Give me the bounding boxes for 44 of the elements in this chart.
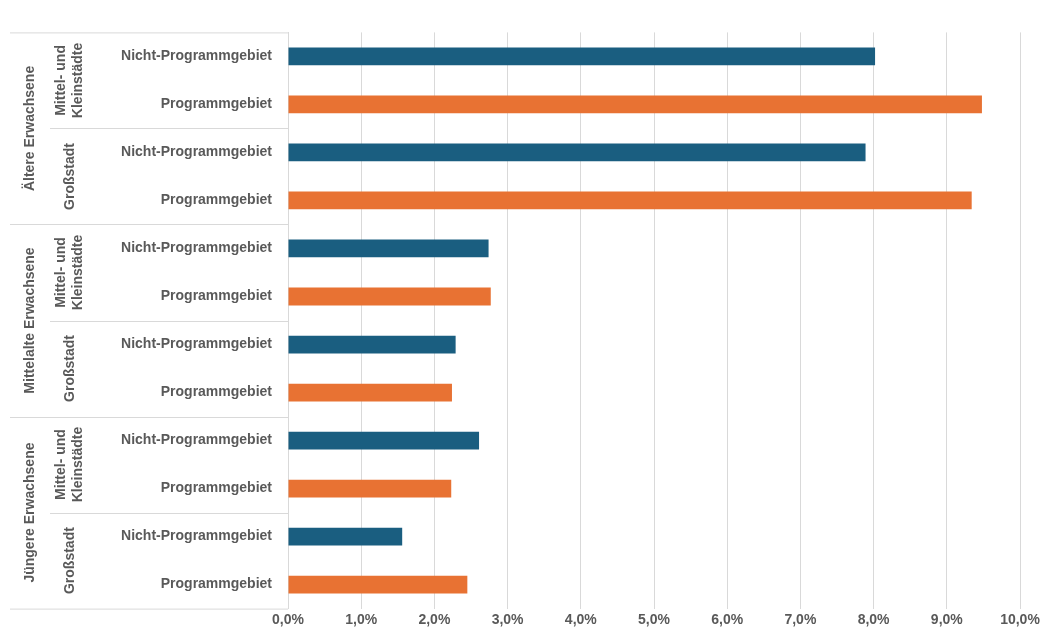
category-label: Mittelalte Erwachsene [20,247,37,394]
bar [288,191,972,210]
category-label: Nicht-Programmgebiet [121,335,272,352]
category-label: Großstadt [60,335,77,402]
bar [288,95,982,114]
bar [288,47,876,66]
category-label: Programmgebiet [160,383,272,400]
category-label: Nicht-Programmgebiet [121,527,272,544]
bar [288,335,456,354]
bar [288,383,452,402]
bar [288,143,866,162]
x-tick-label: 7,0% [784,610,817,627]
category-label: Mittel- und Kleinstädte [52,42,86,119]
category-label: Jüngere Erwachsene [20,442,37,583]
bar [288,287,491,306]
x-tick-label: 5,0% [638,610,671,627]
category-label: Programmgebiet [160,575,272,592]
category-label: Ältere Erwachsene [20,65,37,192]
category-label: Nicht-Programmgebiet [121,47,272,64]
category-label: Mittel- und Kleinstädte [52,426,86,503]
category-label: Mittel- und Kleinstädte [52,234,86,311]
bar [288,479,452,498]
category-label: Nicht-Programmgebiet [121,431,272,448]
category-label: Programmgebiet [160,479,272,496]
category-label: Großstadt [60,143,77,210]
x-tick-label: 1,0% [345,610,378,627]
x-tick-label: 10,0% [1000,610,1041,627]
x-tick-label: 9,0% [930,610,964,627]
category-label: Nicht-Programmgebiet [121,143,272,160]
bar [288,527,403,546]
category-label: Großstadt [60,527,77,595]
bar [288,575,468,594]
x-tick-label: 0,0% [272,610,305,627]
category-label: Programmgebiet [160,191,272,208]
category-label: Nicht-Programmgebiet [121,239,272,256]
category-label: Programmgebiet [160,95,272,112]
x-tick-label: 4,0% [564,610,598,627]
x-tick-label: 3,0% [491,610,525,627]
bar [288,431,480,450]
x-tick-label: 6,0% [711,610,744,627]
x-tick-label: 8,0% [857,610,891,627]
x-tick-label: 2,0% [418,610,451,627]
category-label: Programmgebiet [160,287,272,304]
bar [288,239,489,258]
